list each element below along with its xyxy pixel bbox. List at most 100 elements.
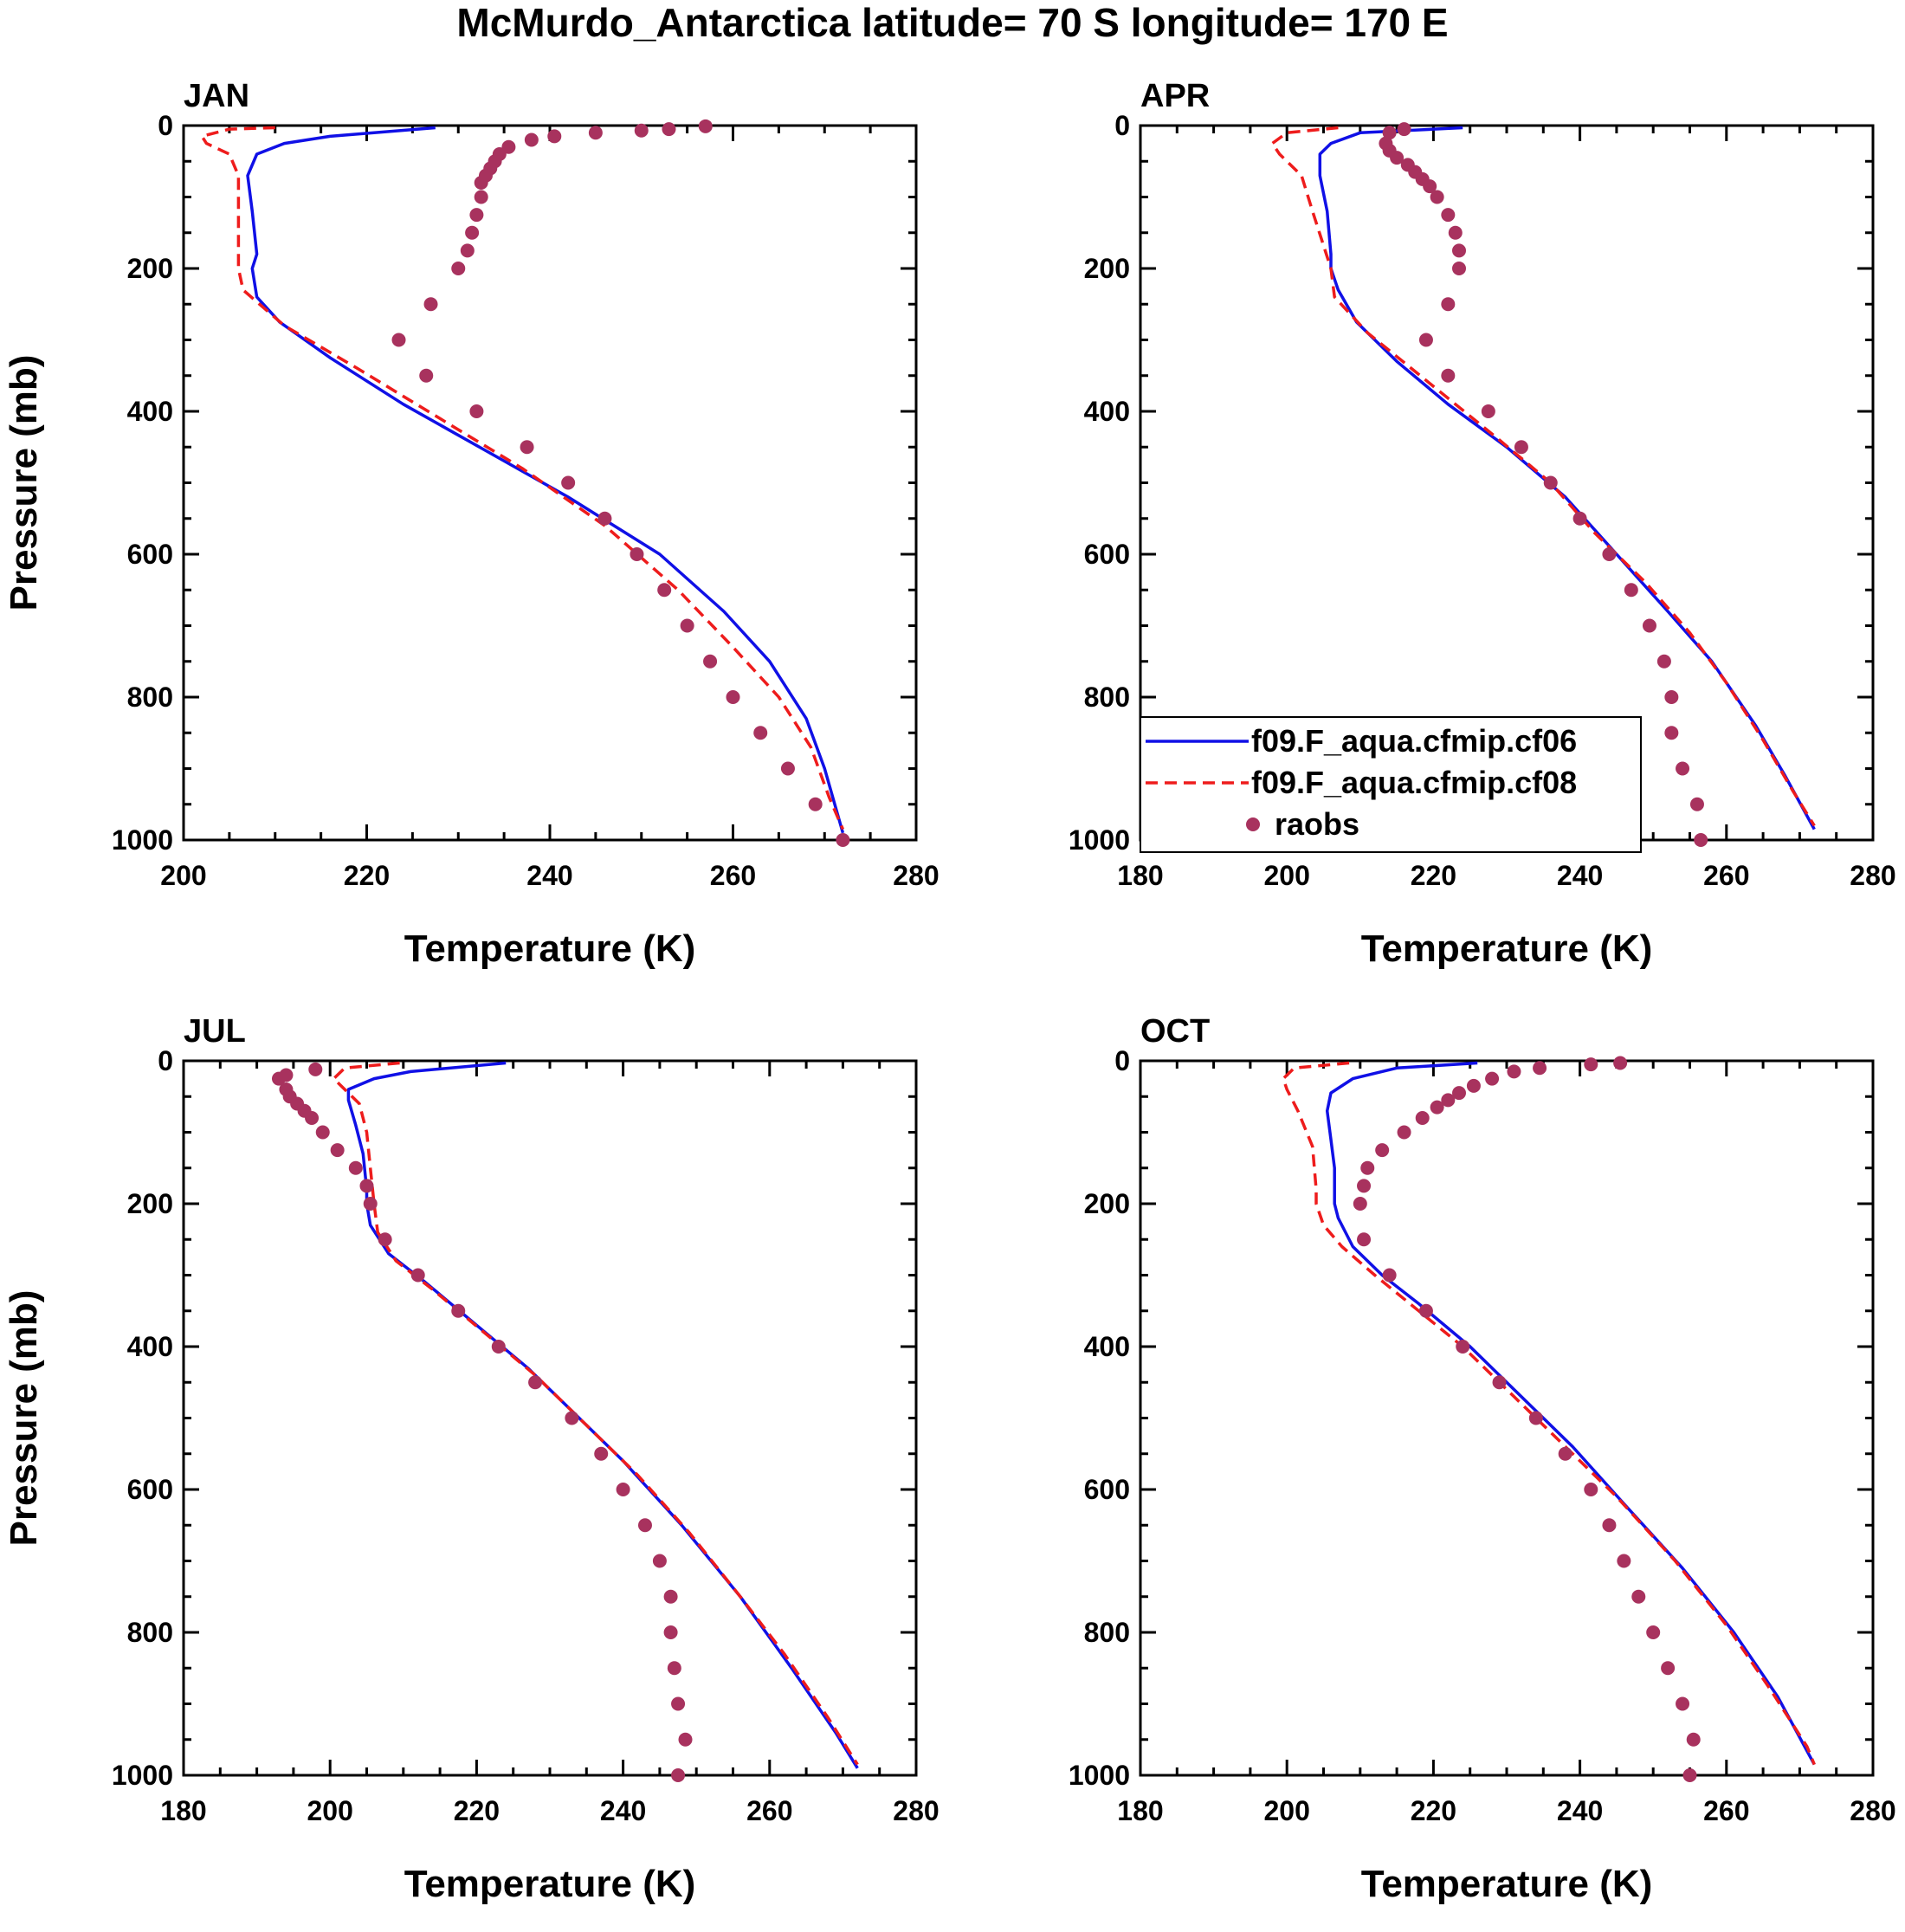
raobs-marker xyxy=(1602,547,1617,561)
x-tick-label: 240 xyxy=(600,1795,646,1826)
legend-entry-cf06: f09.F_aqua.cfmip.cf06 xyxy=(1146,723,1577,759)
panel-jan: JAN 200 220 240 260 280 0 200 400 600 800 1000 Tempe… xyxy=(3,78,940,970)
raobs-marker xyxy=(391,333,406,347)
y-tick-label: 800 xyxy=(127,1617,173,1648)
raobs-marker xyxy=(271,1071,286,1086)
x-axis-title: Temperature (K) xyxy=(404,927,696,970)
x-axis-title: Temperature (K) xyxy=(404,1863,696,1905)
raobs-marker xyxy=(524,132,539,147)
raobs-marker xyxy=(469,404,484,418)
raobs-marker xyxy=(588,126,603,140)
raobs-marker xyxy=(1430,190,1444,204)
raobs-marker xyxy=(667,1661,681,1676)
x-tick-label: 180 xyxy=(1117,860,1163,891)
panel-label: JUL xyxy=(184,1013,246,1050)
raobs-marker xyxy=(1492,1375,1507,1390)
raobs-marker xyxy=(561,475,576,490)
raobs-marker xyxy=(594,1446,609,1461)
raobs-marker xyxy=(703,654,718,669)
x-tick-label: 280 xyxy=(893,1795,939,1826)
raobs-marker xyxy=(671,1768,686,1782)
raobs-marker xyxy=(1646,1625,1661,1639)
x-tick-label: 200 xyxy=(307,1795,353,1826)
cf06-line xyxy=(1325,1061,1816,1766)
raobs-marker xyxy=(363,1197,378,1211)
raobs-marker xyxy=(474,190,488,204)
x-tick-label: 260 xyxy=(1703,1795,1749,1826)
cf08-line xyxy=(200,126,845,830)
x-axis-title: Temperature (K) xyxy=(1361,927,1653,970)
raobs-marker xyxy=(657,583,672,598)
x-tick-label: 280 xyxy=(893,860,939,891)
raobs-marker xyxy=(1682,1768,1697,1782)
x-tick-label: 240 xyxy=(1557,1795,1603,1826)
panel-label: APR xyxy=(1140,78,1210,114)
x-tick-label: 280 xyxy=(1850,860,1895,891)
x-tick-label: 180 xyxy=(160,1795,206,1826)
y-tick-label: 200 xyxy=(127,1188,173,1219)
legend-box xyxy=(1140,716,1642,853)
raobs-marker xyxy=(671,1696,686,1711)
plot-frame xyxy=(182,124,918,842)
raobs-marker xyxy=(597,511,612,526)
y-tick-label: 0 xyxy=(1114,110,1130,141)
panel-apr: APR 180 200 220 240 260 280 0 200 400 600 800 1000 Te… xyxy=(1069,78,1896,970)
raobs-marker xyxy=(1613,1056,1628,1070)
raobs-marker xyxy=(780,761,795,776)
x-tick-label: 240 xyxy=(1557,860,1603,891)
raobs-marker xyxy=(1533,1061,1547,1076)
y-tick-label: 400 xyxy=(1084,1331,1130,1362)
raobs-marker xyxy=(1441,368,1456,383)
raobs-marker xyxy=(1584,1057,1598,1072)
x-tick-label: 220 xyxy=(1411,860,1456,891)
legend-label: f09.F_aqua.cfmip.cf08 xyxy=(1251,765,1577,800)
legend-label: f09.F_aqua.cfmip.cf06 xyxy=(1251,723,1577,759)
raobs-marker xyxy=(423,297,438,312)
raobs-marker xyxy=(1423,179,1437,194)
raobs-marker xyxy=(1430,1100,1444,1115)
raobs-marker xyxy=(1558,1446,1572,1461)
raobs-marker xyxy=(419,368,434,383)
legend-entry-cf08: f09.F_aqua.cfmip.cf08 xyxy=(1146,765,1577,800)
raobs-marker xyxy=(491,1340,506,1354)
panel-label: JAN xyxy=(184,78,249,114)
raobs-marker xyxy=(1441,1093,1456,1108)
raobs-marker xyxy=(410,1268,425,1283)
raobs-marker xyxy=(1617,1554,1631,1568)
raobs-marker xyxy=(1353,1197,1367,1211)
raobs-marker xyxy=(1528,1411,1543,1425)
legend-label: raobs xyxy=(1275,806,1359,842)
cf06-line xyxy=(246,126,845,834)
raobs-marker xyxy=(1664,690,1679,704)
raobs-marker xyxy=(1357,1179,1372,1193)
raobs-marker xyxy=(1507,1064,1521,1079)
y-tick-label: 600 xyxy=(1084,539,1130,570)
cf06-line xyxy=(346,1061,859,1769)
raobs-marker xyxy=(474,176,488,190)
raobs-marker xyxy=(1441,297,1456,312)
raobs-marker xyxy=(1514,440,1528,455)
y-tick-label: 400 xyxy=(127,1331,173,1362)
legend-entry-raobs: raobs xyxy=(1246,806,1359,842)
raobs-marker xyxy=(634,123,649,138)
raobs-marker xyxy=(1390,151,1405,165)
cf08-line xyxy=(332,1061,859,1766)
raobs-marker xyxy=(698,119,713,133)
y-axis-title: Pressure (mb) xyxy=(3,355,45,611)
cf08-line xyxy=(1282,1061,1816,1766)
legend-marker-raobs xyxy=(1246,817,1260,831)
raobs-marker xyxy=(1452,243,1467,258)
raobs-marker xyxy=(678,1732,693,1747)
raobs-marker xyxy=(469,208,484,223)
raobs-marker xyxy=(359,1179,374,1193)
panel-oct: OCT 180 200 220 240 260 280 0 200 400 600 800 1000 Te… xyxy=(1069,1013,1896,1905)
raobs-marker xyxy=(547,129,562,144)
y-tick-label: 400 xyxy=(1084,396,1130,427)
raobs-marker xyxy=(1572,511,1587,526)
raobs-marker xyxy=(808,797,823,811)
raobs-marker xyxy=(451,262,466,275)
raobs-marker xyxy=(528,1375,543,1390)
raobs-marker xyxy=(1642,618,1656,633)
x-tick-label: 220 xyxy=(454,1795,500,1826)
raobs-marker xyxy=(1481,404,1495,418)
